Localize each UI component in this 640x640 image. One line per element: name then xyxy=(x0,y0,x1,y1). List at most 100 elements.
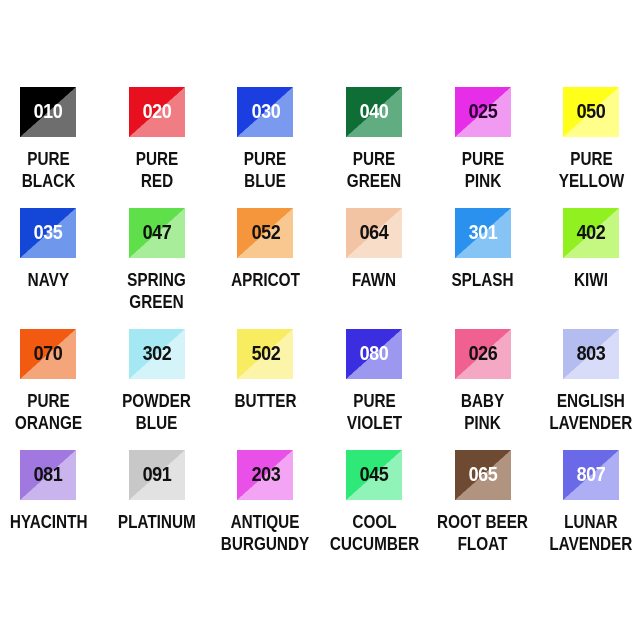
swatch-item: 025 PURE PINK xyxy=(428,87,537,208)
color-swatch: 026 xyxy=(454,329,511,379)
swatch-item: 026 BABY PINK xyxy=(428,329,537,450)
swatch-name-line: COOL xyxy=(351,512,397,532)
swatch-name-line: POWDER xyxy=(122,391,192,411)
swatch-name: PURE YELLOW xyxy=(559,148,624,192)
swatch-code: 402 xyxy=(576,221,606,244)
swatch-name: PURE BLACK xyxy=(22,148,76,192)
swatch-item: 040 PURE GREEN xyxy=(320,87,429,208)
color-swatch: 035 xyxy=(20,208,77,258)
swatch-code: 065 xyxy=(468,463,498,486)
swatch-name-line: FAWN xyxy=(351,270,397,290)
swatch-name-line: PINK xyxy=(464,413,501,433)
swatch-name-line: BURGUNDY xyxy=(221,534,310,554)
swatch-name-line: LUNAR xyxy=(564,512,619,532)
color-swatch: 025 xyxy=(454,87,511,137)
swatch-name-line: ROOT BEER xyxy=(437,512,529,532)
swatch-name-line: PURE xyxy=(27,391,70,411)
swatch-name-line: CUCUMBER xyxy=(329,534,419,554)
swatch-name: FAWN xyxy=(352,269,396,291)
color-swatch: 020 xyxy=(128,87,185,137)
swatch-item: 052 APRICOT xyxy=(211,208,320,329)
color-swatch: 064 xyxy=(346,208,403,258)
swatch-item: 047 SPRING GREEN xyxy=(103,208,212,329)
color-swatch: 081 xyxy=(20,450,77,500)
swatch-name: PURE ORANGE xyxy=(15,390,82,434)
swatch-code: 203 xyxy=(251,463,280,486)
swatch-name-line: GREEN xyxy=(129,292,185,312)
swatch-name-line: BABY xyxy=(460,391,505,411)
swatch-code: 064 xyxy=(359,221,389,244)
swatch-name-line: BLACK xyxy=(21,171,76,191)
swatch-name: APRICOT xyxy=(231,269,300,291)
swatch-item: 203 ANTIQUE BURGUNDY xyxy=(211,450,320,571)
swatch-code: 807 xyxy=(576,463,606,486)
color-swatch: 045 xyxy=(346,450,403,500)
swatch-name-line: BLUE xyxy=(136,413,178,433)
swatch-item: 080 PURE VIOLET xyxy=(320,329,429,450)
swatch-item: 081 HYACINTH xyxy=(0,450,103,571)
swatch-code: 080 xyxy=(359,342,389,365)
swatch-name-line: PURE xyxy=(461,149,504,169)
color-swatch: 050 xyxy=(563,87,620,137)
swatch-item: 050 PURE YELLOW xyxy=(537,87,640,208)
swatch-name-line: PURE xyxy=(135,149,179,169)
swatch-name-line: NAVY xyxy=(27,270,69,290)
swatch-item: 070 PURE ORANGE xyxy=(0,329,103,450)
swatch-code: 070 xyxy=(33,342,63,365)
swatch-name-line: PURE xyxy=(244,149,287,169)
color-swatch: 010 xyxy=(20,87,77,137)
swatch-item: 065 ROOT BEER FLOAT xyxy=(428,450,537,571)
swatch-name: BABY PINK xyxy=(461,390,504,434)
swatch-code: 026 xyxy=(468,342,498,365)
swatch-name-line: VIOLET xyxy=(346,413,402,433)
swatch-item: 064 FAWN xyxy=(320,208,429,329)
swatch-name: NAVY xyxy=(28,269,69,291)
swatch-name-line: SPRING xyxy=(127,270,187,290)
swatch-name: LUNAR LAVENDER xyxy=(550,511,633,555)
swatch-name: BUTTER xyxy=(234,390,296,412)
swatch-item: 402 KIWI xyxy=(537,208,640,329)
swatch-name: ANTIQUE BURGUNDY xyxy=(221,511,309,555)
swatch-code: 010 xyxy=(33,100,63,123)
color-swatch: 502 xyxy=(237,329,294,379)
swatch-name-line: PURE xyxy=(352,391,396,411)
swatch-code: 052 xyxy=(251,221,280,244)
swatch-name: ENGLISH LAVENDER xyxy=(550,390,633,434)
swatch-name-line: ANTIQUE xyxy=(231,512,300,532)
swatch-name: KIWI xyxy=(574,269,608,291)
swatch-name-line: PLATINUM xyxy=(117,512,196,532)
swatch-name-line: LAVENDER xyxy=(549,534,633,554)
color-swatch: 803 xyxy=(563,329,620,379)
color-swatch: 302 xyxy=(128,329,185,379)
swatch-item: 301 SPLASH xyxy=(428,208,537,329)
swatch-code: 047 xyxy=(142,221,172,244)
swatch-item: 807 LUNAR LAVENDER xyxy=(537,450,640,571)
swatch-code: 302 xyxy=(142,342,172,365)
swatch-code: 050 xyxy=(576,100,606,123)
color-swatch: 052 xyxy=(237,208,294,258)
swatch-name-line: PINK xyxy=(464,171,501,191)
swatch-name: PURE BLUE xyxy=(244,148,287,192)
swatch-name: SPRING GREEN xyxy=(128,269,187,313)
swatch-item: 091 PLATINUM xyxy=(103,450,212,571)
swatch-item: 020 PURE RED xyxy=(103,87,212,208)
swatch-name-line: HYACINTH xyxy=(9,512,88,532)
swatch-code: 091 xyxy=(142,463,172,486)
swatch-item: 045 COOL CUCUMBER xyxy=(320,450,429,571)
swatch-code: 803 xyxy=(576,342,606,365)
swatch-item: 502 BUTTER xyxy=(211,329,320,450)
swatch-code: 030 xyxy=(251,100,280,123)
swatch-name: SPLASH xyxy=(452,269,514,291)
swatch-name: PURE RED xyxy=(136,148,179,192)
color-swatch: 070 xyxy=(20,329,77,379)
color-swatch: 402 xyxy=(563,208,620,258)
color-swatch-grid: 010 PURE BLACK 020 PURE RED 030 PURE BLUE 040 PURE… xyxy=(0,87,640,571)
color-swatch: 301 xyxy=(454,208,511,258)
swatch-name-line: FLOAT xyxy=(457,534,508,554)
swatch-name: PURE VIOLET xyxy=(346,390,401,434)
color-swatch: 807 xyxy=(563,450,620,500)
swatch-item: 035 NAVY xyxy=(0,208,103,329)
swatch-code: 025 xyxy=(468,100,498,123)
swatch-name-line: YELLOW xyxy=(558,171,624,191)
swatch-code: 035 xyxy=(33,221,63,244)
